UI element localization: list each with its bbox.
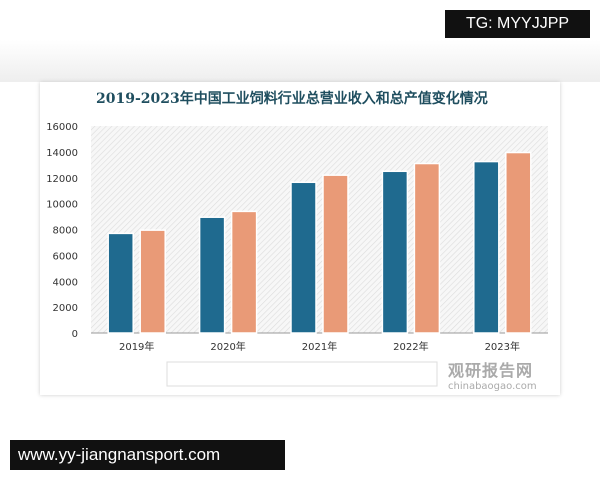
x-tick-label: 2020年 (210, 340, 245, 353)
bar-output (230, 210, 258, 334)
watermark-cn: 观研报告网 (448, 361, 534, 380)
bar-revenue (290, 181, 317, 334)
y-tick-label: 4000 (53, 277, 78, 288)
y-tick-label: 12000 (46, 174, 78, 185)
bar-revenue (107, 232, 134, 334)
bar-output (413, 162, 441, 334)
legend-box (166, 361, 438, 387)
bar-output (139, 229, 166, 334)
bar-revenue (198, 216, 226, 334)
plot-area (91, 126, 548, 333)
y-tick-label: 8000 (53, 226, 78, 237)
footer-url: www.yy-jiangnansport.com (10, 440, 285, 470)
x-tick-label: 2023年 (485, 340, 520, 353)
tg-badge: TG: MYYJJPP (445, 10, 590, 38)
bar-revenue (473, 160, 500, 334)
bar-revenue (381, 170, 409, 334)
y-tick-label: 6000 (53, 251, 78, 262)
y-tick-label: 14000 (46, 148, 78, 159)
y-tick-label: 0 (72, 329, 78, 340)
bar-output (505, 151, 532, 334)
watermark-en: chinabaogao.com (448, 381, 537, 392)
chart-title: 2019-2023年中国工业饲料行业总营业收入和总产值变化情况 (96, 91, 488, 107)
x-tick-label: 2021年 (302, 340, 337, 353)
y-tick-label: 2000 (53, 303, 78, 314)
x-tick-label: 2022年 (393, 340, 428, 353)
y-tick-label: 16000 (46, 122, 78, 133)
watermark: 观研报告网 chinabaogao.com (448, 357, 537, 392)
y-tick-label: 10000 (46, 200, 78, 211)
background-fade (0, 40, 600, 82)
bar-output (322, 174, 349, 334)
x-tick-label: 2019年 (119, 340, 154, 353)
